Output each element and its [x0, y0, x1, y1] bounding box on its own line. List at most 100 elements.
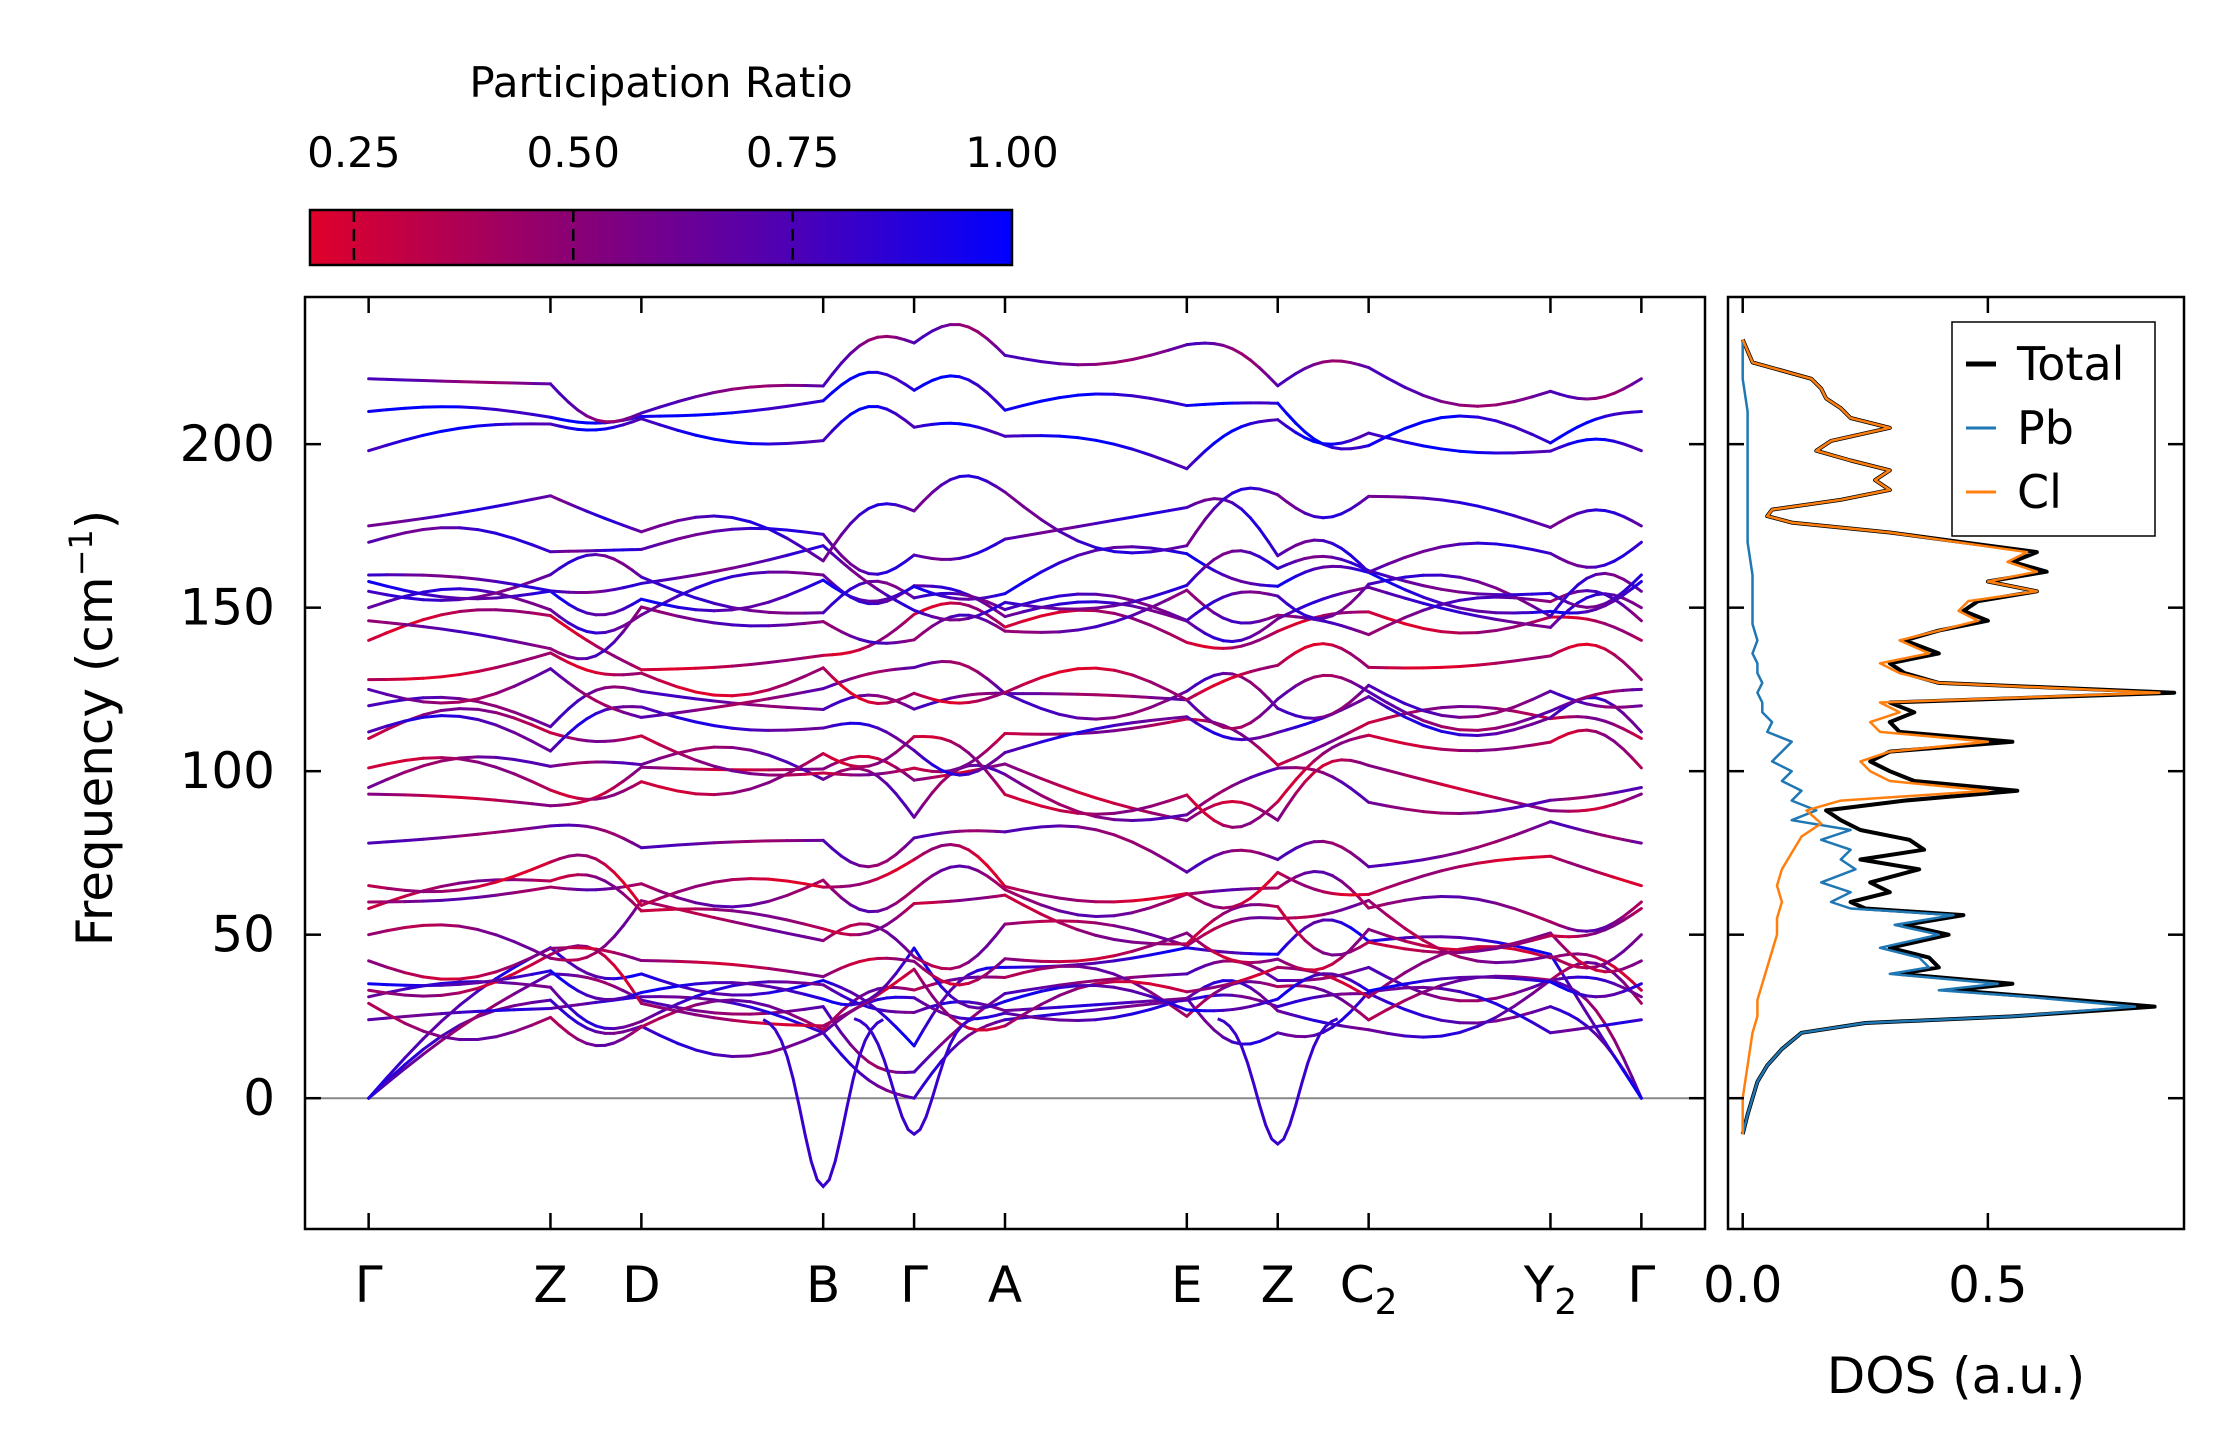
branch-segment [1112, 358, 1134, 365]
kpoint-label: A [988, 1256, 1022, 1314]
branch-segment [1348, 652, 1362, 662]
branch-segment [576, 687, 589, 697]
branch-segment [767, 623, 789, 628]
branch-segment [1167, 588, 1189, 601]
branch-segment [1576, 589, 1589, 594]
branch-segment [439, 426, 462, 433]
branch-segment [630, 988, 643, 1005]
branch-segment [1258, 617, 1271, 623]
branch-segment [967, 597, 980, 601]
branch-segment [1239, 960, 1252, 965]
branch-segment [1076, 521, 1098, 529]
branch-segment [1312, 768, 1325, 775]
branch-segment [603, 739, 616, 743]
branch-segment [603, 879, 616, 889]
branch-segment [1276, 759, 1289, 767]
branch-segment [639, 998, 662, 1006]
branch-segment [939, 1005, 952, 1019]
unstable-mode [762, 1018, 884, 1189]
branch-segment [894, 845, 907, 857]
branch-segment [1303, 884, 1316, 891]
branch-segment [1603, 412, 1616, 418]
branch-segment [1603, 733, 1616, 743]
branch-segment [1558, 822, 1571, 829]
branch-segment [1221, 955, 1234, 962]
branch-segment [1548, 1005, 1562, 1012]
branch-segment [930, 584, 943, 589]
branch-segment [1221, 849, 1234, 855]
branch-segment [1576, 699, 1589, 706]
branch-segment [1530, 591, 1552, 596]
branch-segment [1194, 995, 1207, 1000]
branch-segment [985, 619, 998, 628]
branch-segment [1548, 616, 1562, 629]
branch-segment [367, 988, 389, 995]
branch-segment [1612, 511, 1625, 518]
branch-segment [1612, 411, 1625, 416]
branch-segment [1303, 995, 1316, 1001]
branch-segment [1258, 583, 1271, 588]
branch-segment [367, 1016, 389, 1022]
dos-axis-ticks: 0.0 0.5 [1703, 297, 2184, 1314]
branch-segment [748, 877, 771, 881]
branch-segment [1003, 989, 1025, 996]
branch-segment [1512, 716, 1534, 726]
branch-segment [785, 918, 807, 926]
branch-segment [1212, 611, 1225, 620]
branch-segment [1403, 960, 1425, 975]
branch-segment [403, 923, 425, 929]
branch-segment [1258, 808, 1271, 819]
branch-segment [1348, 786, 1362, 797]
branch-segment [512, 716, 534, 727]
branch-segment [1294, 421, 1307, 434]
branch-segment [1403, 702, 1425, 713]
branch-segment [548, 1015, 562, 1028]
branch-segment [712, 621, 734, 627]
branch-segment [494, 874, 516, 884]
branch-segment [1612, 1054, 1625, 1072]
branch-segment [1594, 955, 1607, 963]
branch-segment [748, 991, 771, 997]
branch-segment [694, 690, 716, 697]
branch-segment [1494, 542, 1516, 548]
branch-segment [439, 1035, 462, 1042]
branch-segment [621, 761, 634, 766]
branch-segment [894, 985, 907, 990]
branch-segment [967, 897, 980, 902]
branch-segment [712, 437, 734, 444]
branch-segment [1267, 663, 1280, 669]
branch-segment [1276, 957, 1289, 966]
branch-segment [1276, 563, 1289, 570]
branch-segment [1148, 453, 1171, 464]
branch-segment [748, 609, 771, 614]
branch-segment [1421, 602, 1443, 612]
branch-segment [403, 756, 425, 763]
branch-segment [1185, 588, 1198, 600]
branch-segment [1003, 353, 1025, 361]
branch-segment [1194, 449, 1207, 462]
branch-segment [1230, 887, 1243, 892]
branch-segment [476, 596, 498, 601]
branch-segment [548, 715, 562, 729]
branch-segment [1258, 851, 1271, 858]
branch-segment [1548, 551, 1562, 560]
branch-segment [967, 969, 980, 977]
colorbar-tick-label: 0.50 [526, 128, 620, 177]
branch-segment [385, 719, 407, 728]
branch-segment [1621, 838, 1634, 843]
branch-segment [1076, 979, 1098, 985]
branch-segment [1130, 705, 1152, 716]
branch-segment [1167, 583, 1189, 593]
branch-segment [403, 837, 425, 843]
branch-segment [967, 614, 980, 620]
branch-segment [1230, 993, 1243, 998]
branch-segment [1594, 508, 1607, 513]
branch-segment [1258, 880, 1271, 893]
branch-segment [476, 423, 498, 428]
branch-segment [1558, 976, 1571, 981]
branch-segment [876, 579, 889, 585]
branch-segment [894, 503, 907, 509]
branch-segment [1476, 1015, 1498, 1028]
branch-segment [367, 982, 389, 987]
branch-segment [1112, 550, 1134, 555]
